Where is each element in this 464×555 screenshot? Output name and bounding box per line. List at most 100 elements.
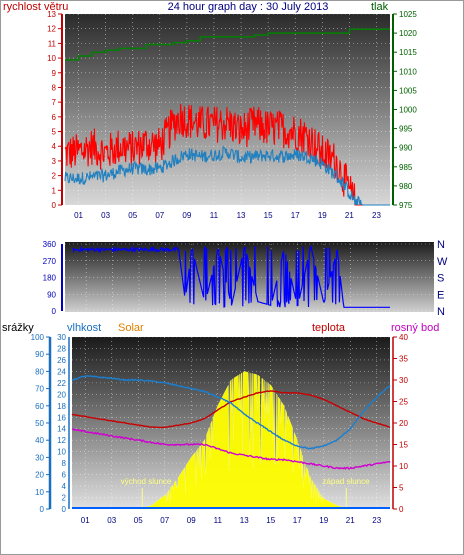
direction-axis-tick-label: 0 bbox=[52, 307, 57, 316]
climate-x-tick-label: 21 bbox=[346, 516, 355, 525]
climate-x-tick-label: 17 bbox=[293, 516, 302, 525]
wind-axis-tick-label: 11 bbox=[48, 39, 57, 48]
humidity-axis-tick-label: 22 bbox=[57, 379, 66, 388]
pressure-axis-tick-label: 990 bbox=[399, 144, 413, 153]
wind-axis-tick-label: 12 bbox=[47, 25, 56, 34]
wind-axis-tick-label: 6 bbox=[52, 113, 57, 122]
climate-x-tick-label: 07 bbox=[160, 516, 169, 525]
climate-x-tick-label: 03 bbox=[107, 516, 116, 525]
wind-x-tick-label: 11 bbox=[210, 211, 219, 220]
temperature-axis-tick-label: 40 bbox=[399, 333, 408, 342]
wind-direction-series bbox=[72, 245, 390, 308]
pressure-axis-tick-label: 1020 bbox=[399, 29, 417, 38]
humidity-axis-tick-label: 24 bbox=[57, 367, 66, 376]
humidity-axis-tick-label: 4 bbox=[62, 482, 67, 491]
compass-label: W bbox=[437, 256, 448, 268]
climate-x-tick-label: 19 bbox=[319, 516, 328, 525]
solar-series bbox=[138, 371, 351, 510]
rain-axis-tick-label: 100 bbox=[31, 333, 45, 342]
wind-x-tick-label: 05 bbox=[128, 211, 137, 220]
wind-axis-tick-label: 3 bbox=[52, 157, 57, 166]
rain-axis-tick-label: 0 bbox=[40, 505, 45, 514]
rain-axis-tick-label: 50 bbox=[35, 419, 44, 428]
humidity-axis-tick-label: 28 bbox=[57, 344, 66, 353]
wind-axis-title: rychlost větru bbox=[3, 1, 68, 13]
wind-axis-tick-label: 7 bbox=[52, 98, 57, 107]
humidity-axis-tick-label: 6 bbox=[62, 471, 67, 480]
rain-axis-tick-label: 30 bbox=[35, 453, 44, 462]
direction-axis-tick-label: 180 bbox=[43, 274, 57, 283]
climate-x-tick-label: 01 bbox=[81, 516, 90, 525]
rain-axis-tick-label: 80 bbox=[35, 367, 44, 376]
wind-x-tick-label: 01 bbox=[74, 211, 83, 220]
temperature-axis-tick-label: 20 bbox=[399, 419, 408, 428]
pressure-axis-title: tlak bbox=[371, 1, 389, 13]
humidity-axis-tick-label: 26 bbox=[57, 356, 66, 365]
compass-label: S bbox=[437, 273, 444, 285]
rain-axis-tick-label: 70 bbox=[35, 385, 44, 394]
wind-x-tick-label: 23 bbox=[372, 211, 381, 220]
wind-panel bbox=[64, 28, 390, 206]
wind-average-series bbox=[64, 145, 390, 206]
temperature-axis-tick-label: 10 bbox=[399, 462, 408, 471]
wind-axis-tick-label: 1 bbox=[52, 186, 57, 195]
sunrise-label: východ slunce bbox=[121, 477, 172, 486]
temperature-axis-tick-label: 5 bbox=[399, 484, 404, 493]
humidity-axis-tick-label: 12 bbox=[57, 436, 66, 445]
humidity-axis-tick-label: 18 bbox=[57, 402, 66, 411]
pressure-axis-tick-label: 1025 bbox=[399, 10, 417, 19]
temperature-axis-tick-label: 25 bbox=[399, 398, 408, 407]
direction-axis-tick-label: 90 bbox=[47, 290, 56, 299]
climate-x-tick-label: 09 bbox=[187, 516, 196, 525]
wind-x-tick-label: 07 bbox=[155, 211, 164, 220]
humidity-axis-tick-label: 2 bbox=[62, 494, 67, 503]
humidity-axis-tick-label: 16 bbox=[57, 413, 66, 422]
temperature-series bbox=[71, 390, 391, 429]
humidity-series bbox=[71, 374, 391, 450]
compass-label: N bbox=[437, 239, 445, 251]
rain-axis-title: srážky bbox=[2, 322, 34, 334]
wind-axis-tick-label: 0 bbox=[52, 201, 57, 210]
compass-label: E bbox=[437, 289, 444, 301]
solar-axis-title: Solar bbox=[118, 322, 144, 334]
wind-axis-tick-label: 4 bbox=[52, 142, 57, 151]
pressure-series bbox=[65, 28, 390, 61]
humidity-axis-tick-label: 14 bbox=[57, 425, 66, 434]
pressure-axis-tick-label: 985 bbox=[399, 163, 413, 172]
temperature-axis-title: teplota bbox=[312, 322, 346, 334]
rain-axis-tick-label: 20 bbox=[35, 471, 44, 480]
temperature-axis-tick-label: 30 bbox=[399, 376, 408, 385]
pressure-axis-tick-label: 975 bbox=[399, 201, 413, 210]
rain-axis-tick-label: 60 bbox=[35, 402, 44, 411]
wind-axis-tick-label: 10 bbox=[47, 54, 56, 63]
direction-panel bbox=[72, 245, 390, 308]
temperature-axis-tick-label: 35 bbox=[399, 355, 408, 364]
climate-x-tick-label: 05 bbox=[134, 516, 143, 525]
wind-axis-tick-label: 8 bbox=[52, 83, 57, 92]
pressure-axis-tick-label: 1015 bbox=[399, 48, 417, 57]
humidity-axis-tick-label: 8 bbox=[62, 459, 67, 468]
wind-axis-tick-label: 2 bbox=[52, 172, 57, 181]
wind-axis-tick-label: 9 bbox=[52, 69, 57, 78]
wind-x-tick-label: 03 bbox=[101, 211, 110, 220]
pressure-axis-tick-label: 995 bbox=[399, 125, 413, 134]
climate-panel bbox=[71, 371, 391, 510]
wind-gust-series bbox=[64, 103, 390, 206]
climate-x-tick-label: 23 bbox=[372, 516, 381, 525]
wind-x-tick-label: 19 bbox=[318, 211, 327, 220]
humidity-axis-tick-label: 20 bbox=[57, 390, 66, 399]
dewpoint-axis-title: rosný bod bbox=[391, 322, 439, 334]
graph-title: 24 hour graph day : 30 July 2013 bbox=[168, 1, 329, 13]
wind-x-tick-label: 15 bbox=[264, 211, 273, 220]
humidity-axis-tick-label: 30 bbox=[57, 333, 66, 342]
climate-x-tick-label: 11 bbox=[214, 516, 223, 525]
pressure-axis-tick-label: 980 bbox=[399, 182, 413, 191]
humidity-axis-tick-label: 0 bbox=[62, 505, 67, 514]
temperature-axis-tick-label: 15 bbox=[399, 441, 408, 450]
dewpoint-series bbox=[71, 428, 391, 470]
pressure-axis-tick-label: 1010 bbox=[399, 67, 417, 76]
rain-axis-tick-label: 90 bbox=[35, 350, 44, 359]
